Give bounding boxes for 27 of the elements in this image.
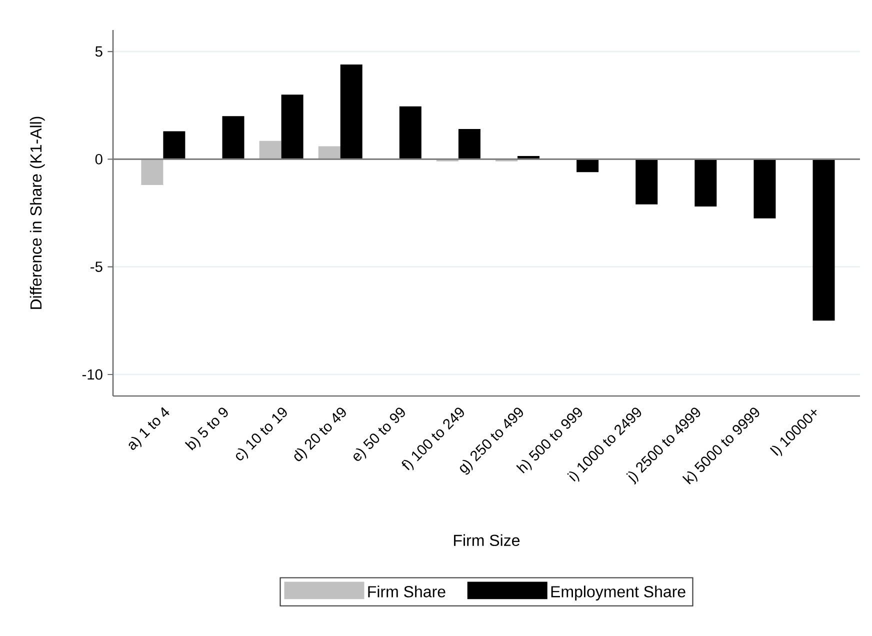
bar	[458, 129, 480, 160]
y-axis-title: Difference in Share (K1-All)	[30, 116, 45, 309]
x-tick-label: e) 50 to 99	[354, 408, 405, 461]
y-tick-label: 0	[95, 154, 102, 164]
bar	[576, 159, 599, 172]
bar	[754, 159, 776, 218]
bar	[694, 159, 717, 207]
y-tick-label: -5	[90, 262, 102, 272]
bar	[318, 146, 340, 160]
bar	[340, 64, 362, 160]
x-tick-label: a) 1 to 4	[128, 407, 170, 450]
bar	[163, 131, 186, 160]
y-tick-label: 5	[95, 46, 102, 57]
bar	[281, 94, 304, 160]
legend-label: Firm Share	[368, 586, 446, 598]
bar	[812, 159, 835, 321]
x-tick-label: b) 5 to 9	[184, 408, 228, 450]
bar	[636, 159, 658, 204]
x-tick-label: c) 10 to 19	[236, 408, 287, 460]
y-tick-label: -10	[82, 369, 102, 380]
x-axis-title: Firm Size	[454, 534, 520, 546]
legend-label: Employment Share	[551, 586, 686, 601]
bar	[399, 106, 422, 160]
x-tick-label: d) 20 to 49	[294, 408, 346, 462]
bar	[141, 159, 164, 186]
bar	[222, 116, 244, 160]
bar	[259, 140, 282, 160]
